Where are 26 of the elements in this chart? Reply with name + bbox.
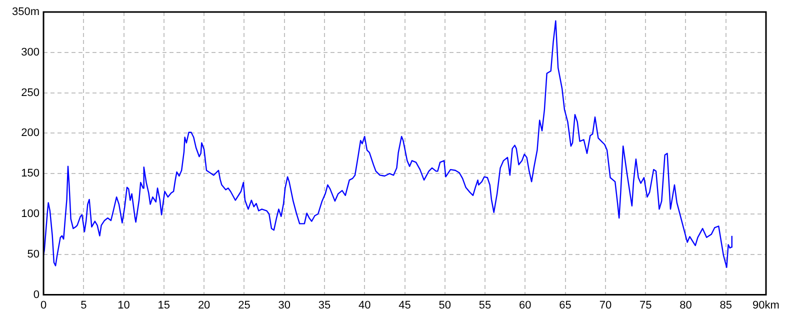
x-tick-label: 20 (198, 299, 210, 312)
x-tick-label: 75 (639, 299, 652, 312)
x-tick-label: 45 (398, 299, 411, 312)
x-tick-label: 55 (478, 299, 492, 312)
x-tick-label: 5 (80, 299, 87, 312)
x-tick-label: 70 (599, 299, 612, 312)
x-tick-label: 15 (158, 299, 170, 312)
x-tick-label: 10 (118, 299, 130, 312)
y-tick-label: 0 (33, 288, 40, 301)
x-tick-label: 50 (438, 299, 452, 312)
x-tick-label: 40 (358, 299, 371, 312)
y-tick-label: 300 (21, 46, 40, 58)
x-tick-label: 60 (519, 299, 532, 312)
y-tick-label: 350m (12, 6, 40, 18)
y-tick-label: 100 (21, 208, 40, 220)
x-tick-label: 35 (318, 299, 331, 312)
x-tick-label: 25 (238, 299, 250, 312)
x-tick-label: 30 (278, 299, 290, 312)
y-tick-label: 200 (21, 127, 40, 140)
x-tick-label: 90km (752, 299, 780, 312)
y-tick-label: 50 (27, 248, 40, 260)
x-tick-label: 85 (720, 299, 732, 312)
y-tick-label: 150 (21, 168, 40, 180)
y-tick-label: 250 (21, 86, 40, 99)
x-tick-label: 80 (680, 299, 692, 312)
x-tick-label: 65 (559, 299, 572, 312)
